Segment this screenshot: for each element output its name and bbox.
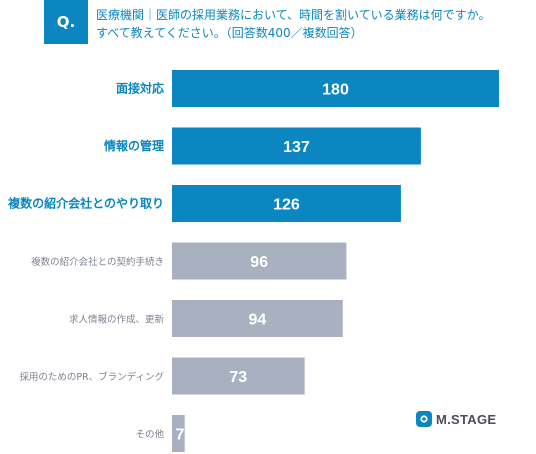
value-label-2: 137	[283, 139, 310, 156]
m-stage-logo-icon	[416, 411, 432, 427]
category-label-7: その他	[135, 429, 164, 441]
category-label-6: 採用のためのPR、ブランディング	[19, 371, 164, 383]
bar-7	[172, 415, 185, 452]
bar-1	[172, 70, 499, 107]
question-line-1: 医療機関｜医師の採用業務において、時間を割いている業務は何ですか。	[96, 8, 491, 22]
bar-4	[172, 242, 347, 280]
question-text: 医療機関｜医師の採用業務において、時間を割いている業務は何ですか。 すべて教えて…	[96, 6, 526, 42]
value-label-6: 73	[229, 369, 247, 386]
bar-2	[172, 127, 421, 165]
value-label-1: 180	[322, 82, 349, 99]
category-label-1: 面接対応	[116, 81, 164, 96]
brand-name: M.STAGE	[436, 411, 497, 427]
question-line-2: すべて教えてください。（回答数400／複数回答）	[96, 26, 363, 40]
category-label-5: 求人情報の作成、更新	[69, 314, 165, 326]
bar-3	[172, 185, 401, 222]
value-label-7: 7	[176, 427, 185, 444]
question-badge: Q.	[44, 0, 88, 44]
brand-logo: M.STAGE	[416, 411, 496, 427]
bar-5	[172, 300, 343, 337]
bar-6	[172, 357, 305, 395]
value-label-3: 126	[273, 197, 300, 214]
value-label-5: 94	[248, 312, 266, 329]
value-label-4: 96	[250, 254, 268, 271]
category-label-3: 複数の紹介会社とのやり取り	[7, 196, 164, 211]
category-label-2: 情報の管理	[104, 138, 164, 153]
category-label-4: 複数の紹介会社との契約手続き	[31, 256, 164, 268]
